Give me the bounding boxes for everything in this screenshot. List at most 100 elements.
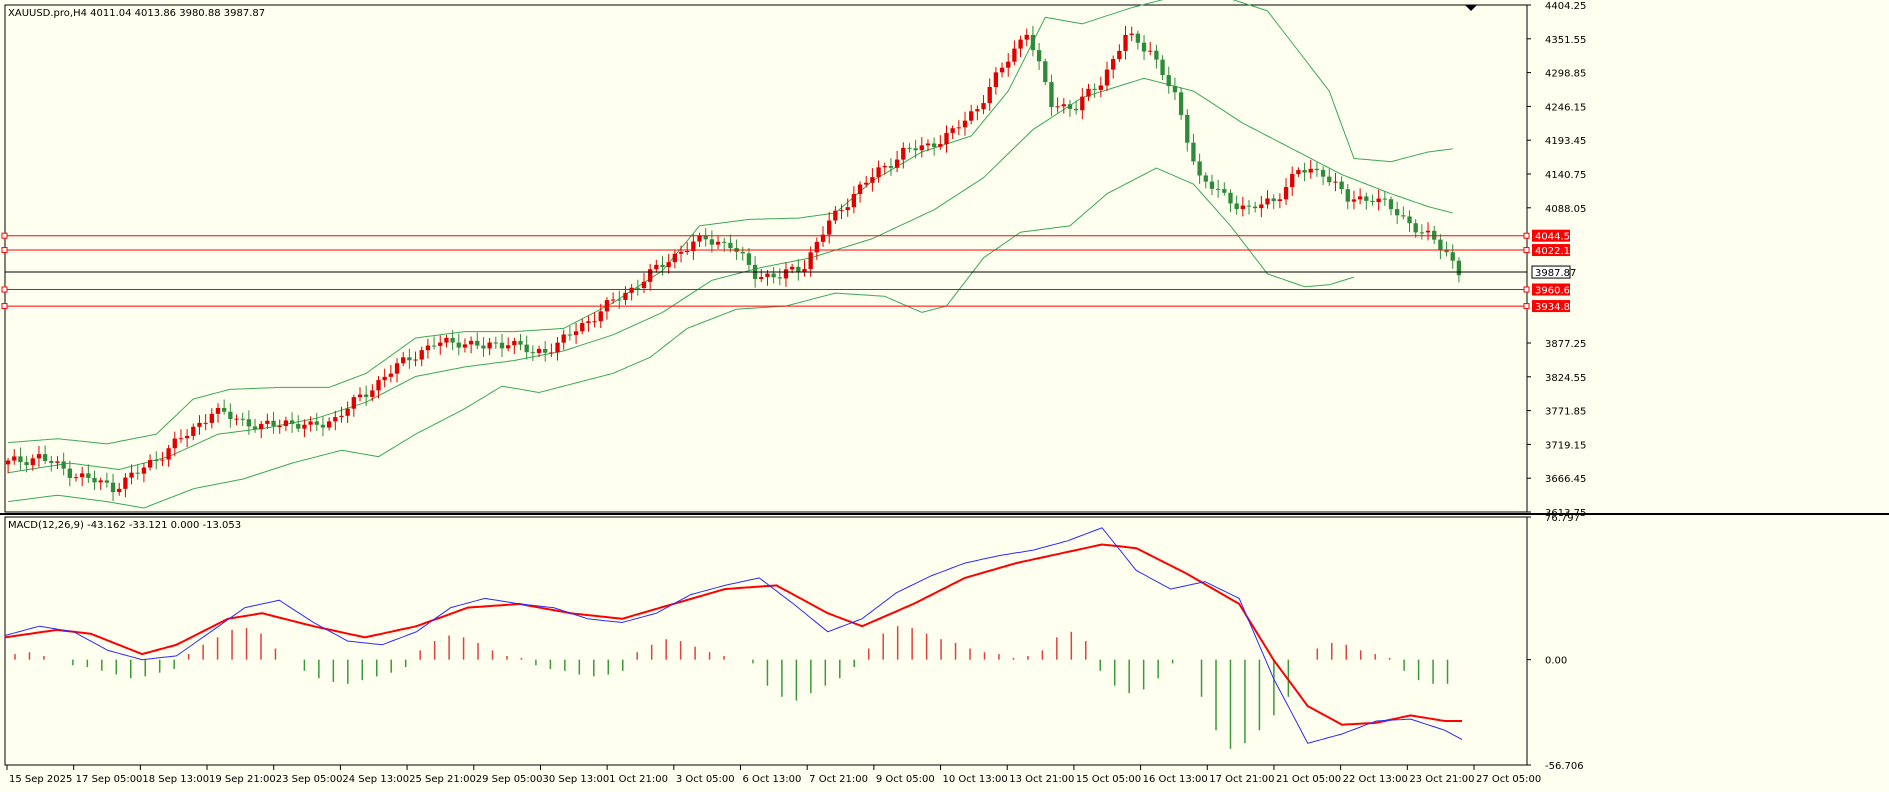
candle-bull[interactable] — [666, 262, 671, 268]
candle-bear[interactable] — [1253, 206, 1258, 209]
candle-bull[interactable] — [5, 460, 11, 465]
candle-bull[interactable] — [685, 251, 690, 253]
candle-bull[interactable] — [30, 458, 35, 466]
candle-bull[interactable] — [993, 72, 999, 88]
level-handle-left[interactable] — [1, 247, 8, 254]
candle-bull[interactable] — [166, 448, 171, 460]
candle-bear[interactable] — [450, 337, 455, 343]
candle-bull[interactable] — [345, 408, 350, 416]
candle-bear[interactable] — [518, 340, 523, 345]
candle-bear[interactable] — [493, 342, 498, 344]
candle-bull[interactable] — [147, 460, 153, 468]
candle-bull[interactable] — [857, 184, 863, 194]
candle-bull[interactable] — [419, 350, 424, 360]
candle-bull[interactable] — [802, 269, 807, 272]
candle-bear[interactable] — [135, 472, 140, 474]
candle-bear[interactable] — [1320, 170, 1326, 177]
candle-bull[interactable] — [1080, 96, 1085, 111]
candle-bear[interactable] — [271, 420, 276, 427]
candle-bear[interactable] — [1388, 199, 1394, 210]
candle-bull[interactable] — [388, 373, 394, 377]
candle-bull[interactable] — [586, 321, 591, 324]
candle-bull[interactable] — [1376, 198, 1381, 203]
candle-bear[interactable] — [1166, 75, 1171, 87]
candle-bear[interactable] — [154, 460, 159, 462]
candle-bull[interactable] — [1240, 205, 1245, 210]
candle-bear[interactable] — [1456, 260, 1462, 276]
candle-bear[interactable] — [1302, 170, 1307, 173]
candle-bull[interactable] — [894, 159, 900, 168]
candle-bear[interactable] — [777, 277, 782, 279]
candle-bull[interactable] — [1290, 174, 1295, 188]
candle-bear[interactable] — [931, 143, 937, 147]
candle-bull[interactable] — [598, 311, 603, 322]
candle-bear[interactable] — [1160, 59, 1165, 76]
candle-bull[interactable] — [629, 287, 634, 293]
candle-bull[interactable] — [1117, 50, 1122, 60]
candle-bull[interactable] — [882, 165, 887, 168]
candle-bear[interactable] — [252, 426, 258, 430]
candle-bear[interactable] — [1154, 50, 1159, 60]
candle-bear[interactable] — [703, 235, 708, 240]
level-handle-right[interactable] — [1523, 232, 1530, 239]
level-handle-right[interactable] — [1523, 286, 1530, 293]
candle-bull[interactable] — [820, 234, 826, 242]
candle-bear[interactable] — [499, 342, 505, 349]
candle-bear[interactable] — [913, 148, 918, 151]
candle-bear[interactable] — [228, 411, 233, 420]
candle-bull[interactable] — [919, 145, 924, 151]
candle-bear[interactable] — [1209, 181, 1215, 189]
candle-bear[interactable] — [722, 241, 727, 243]
candle-bull[interactable] — [851, 193, 857, 208]
candle-bull[interactable] — [876, 167, 881, 178]
candle-bull[interactable] — [962, 120, 968, 128]
candle-bull[interactable] — [950, 128, 955, 133]
candle-bull[interactable] — [697, 235, 702, 242]
candle-bear[interactable] — [1234, 203, 1239, 210]
candle-bull[interactable] — [654, 264, 659, 270]
candle-bull[interactable] — [1333, 181, 1338, 183]
candle-bull[interactable] — [308, 421, 313, 425]
candle-bear[interactable] — [1073, 108, 1079, 111]
candle-bull[interactable] — [1104, 69, 1110, 86]
candle-bear[interactable] — [888, 165, 894, 168]
candle-bear[interactable] — [475, 340, 480, 346]
candle-bull[interactable] — [425, 345, 431, 351]
candle-bull[interactable] — [394, 363, 400, 374]
candle-bull[interactable] — [1123, 34, 1128, 51]
candle-bull[interactable] — [956, 127, 962, 129]
candle-bull[interactable] — [178, 438, 184, 440]
candle-bull[interactable] — [141, 467, 147, 474]
level-handle-left[interactable] — [1, 286, 8, 293]
candle-bear[interactable] — [18, 456, 23, 463]
level-handle-left[interactable] — [1, 232, 8, 239]
candle-bull[interactable] — [969, 111, 974, 121]
candle-bull[interactable] — [783, 269, 789, 279]
candle-bear[interactable] — [1036, 50, 1042, 62]
candle-bull[interactable] — [203, 422, 208, 424]
candle-bear[interactable] — [1049, 82, 1054, 108]
candle-bull[interactable] — [1024, 34, 1029, 40]
candle-bear[interactable] — [246, 419, 252, 427]
candle-bull[interactable] — [1111, 59, 1116, 70]
candle-bear[interactable] — [1271, 198, 1276, 201]
level-handle-right[interactable] — [1523, 247, 1530, 254]
candle-bear[interactable] — [222, 407, 227, 412]
candle-bull[interactable] — [80, 473, 85, 478]
candle-bull[interactable] — [759, 277, 764, 279]
candle-bull[interactable] — [981, 103, 986, 110]
candle-bear[interactable] — [660, 264, 665, 268]
candle-bull[interactable] — [462, 344, 468, 348]
candle-bear[interactable] — [740, 251, 745, 254]
candle-bull[interactable] — [265, 420, 270, 424]
candle-bear[interactable] — [1314, 168, 1320, 171]
candle-bear[interactable] — [1178, 92, 1184, 115]
candle-bull[interactable] — [1148, 50, 1153, 52]
candle-bear[interactable] — [728, 242, 733, 249]
candle-bull[interactable] — [944, 132, 949, 145]
candle-bear[interactable] — [567, 334, 573, 336]
candle-bull[interactable] — [277, 426, 282, 428]
candle-bear[interactable] — [67, 468, 72, 478]
candle-bull[interactable] — [184, 435, 190, 439]
candle-bull[interactable] — [925, 143, 931, 146]
